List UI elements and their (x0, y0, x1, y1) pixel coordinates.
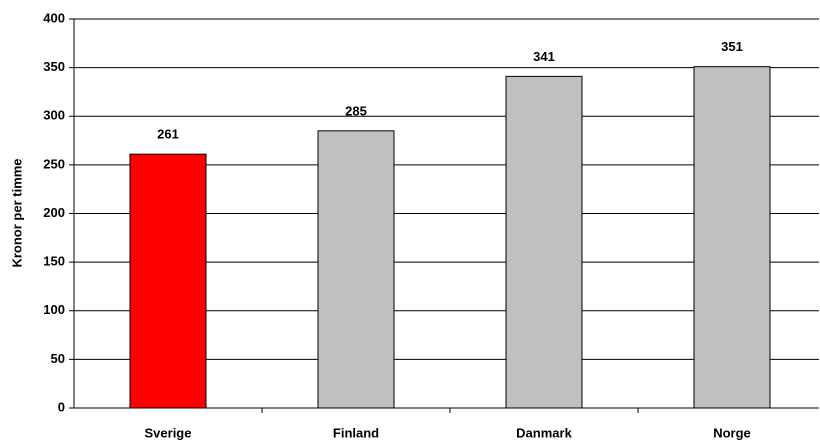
y-tick-label: 250 (43, 156, 65, 171)
data-label: 261 (157, 127, 179, 142)
x-tick-label: Finland (333, 425, 379, 440)
x-tick-label: Danmark (516, 425, 572, 440)
y-tick-label: 0 (58, 399, 65, 414)
y-tick-label: 350 (43, 59, 65, 74)
y-tick-label: 50 (51, 351, 65, 366)
x-tick-label: Sverige (145, 425, 192, 440)
bar (129, 153, 207, 409)
y-tick-label: 300 (43, 108, 65, 123)
x-tick-label: Norge (713, 425, 751, 440)
bar (693, 66, 771, 409)
bar (317, 130, 395, 409)
y-tick-label: 150 (43, 254, 65, 269)
data-label: 341 (533, 49, 555, 64)
data-label: 285 (345, 103, 367, 118)
y-tick-label: 400 (43, 10, 65, 25)
bar (505, 75, 583, 409)
y-tick-label: 100 (43, 302, 65, 317)
y-tick-label: 200 (43, 205, 65, 220)
y-axis-label: Kronor per timme (9, 158, 24, 267)
data-label: 351 (721, 39, 743, 54)
